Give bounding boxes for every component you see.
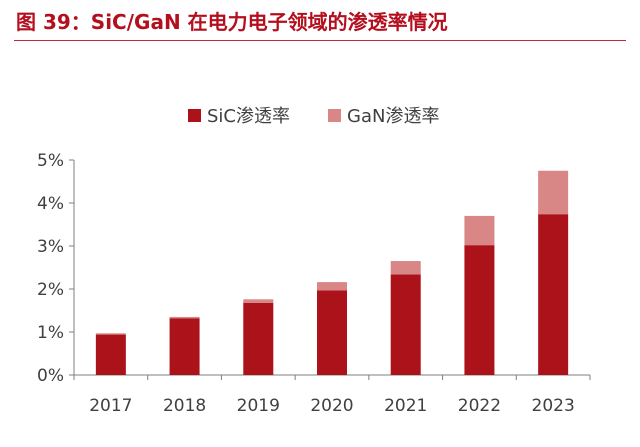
x-tick-label: 2021 <box>384 396 427 416</box>
bar-gan-2017 <box>95 333 126 335</box>
legend-label: GaN渗透率 <box>347 106 439 127</box>
chart-legend: SiC渗透率 GaN渗透率 <box>188 106 439 127</box>
legend-label: SiC渗透率 <box>207 106 290 127</box>
bar-sic-2017 <box>95 334 126 375</box>
bar-gan-2018 <box>169 316 200 319</box>
bar-sic-2020 <box>317 290 347 375</box>
bar-sic-2023 <box>538 214 569 375</box>
x-tick-label: 2022 <box>458 396 501 416</box>
bar-gan-2023 <box>538 170 569 215</box>
y-tick-label: 0% <box>37 366 64 386</box>
bar-gan-2020 <box>317 282 347 291</box>
y-tick-label: 4% <box>37 194 64 214</box>
title-divider <box>14 40 626 41</box>
x-tick-label: 2020 <box>310 396 353 416</box>
bars <box>95 170 569 375</box>
bar-sic-2019 <box>243 302 274 375</box>
y-axis: 0% 1% 2% 3% 4% 5% <box>37 151 75 386</box>
bar-gan-2019 <box>243 299 274 303</box>
y-tick-label: 3% <box>37 237 64 257</box>
x-tick-label: 2023 <box>532 396 575 416</box>
y-tick-label: 1% <box>37 323 64 343</box>
bar-sic-2018 <box>169 318 200 375</box>
bar-gan-2022 <box>464 215 495 246</box>
bar-sic-2022 <box>464 245 495 375</box>
figure-title: 图 39：SiC/GaN 在电力电子领域的渗透率情况 <box>16 10 448 34</box>
bar-sic-2021 <box>390 274 421 375</box>
y-tick-label: 2% <box>37 280 64 300</box>
x-tick-label: 2018 <box>163 396 206 416</box>
bar-gan-2021 <box>390 261 421 275</box>
legend-swatch <box>328 109 341 122</box>
y-tick-label: 5% <box>37 151 64 171</box>
x-axis: 2017 2018 2019 2020 2021 2022 2023 <box>73 374 591 416</box>
x-tick-label: 2019 <box>237 396 280 416</box>
legend-swatch <box>188 109 201 122</box>
x-tick-label: 2017 <box>89 396 132 416</box>
